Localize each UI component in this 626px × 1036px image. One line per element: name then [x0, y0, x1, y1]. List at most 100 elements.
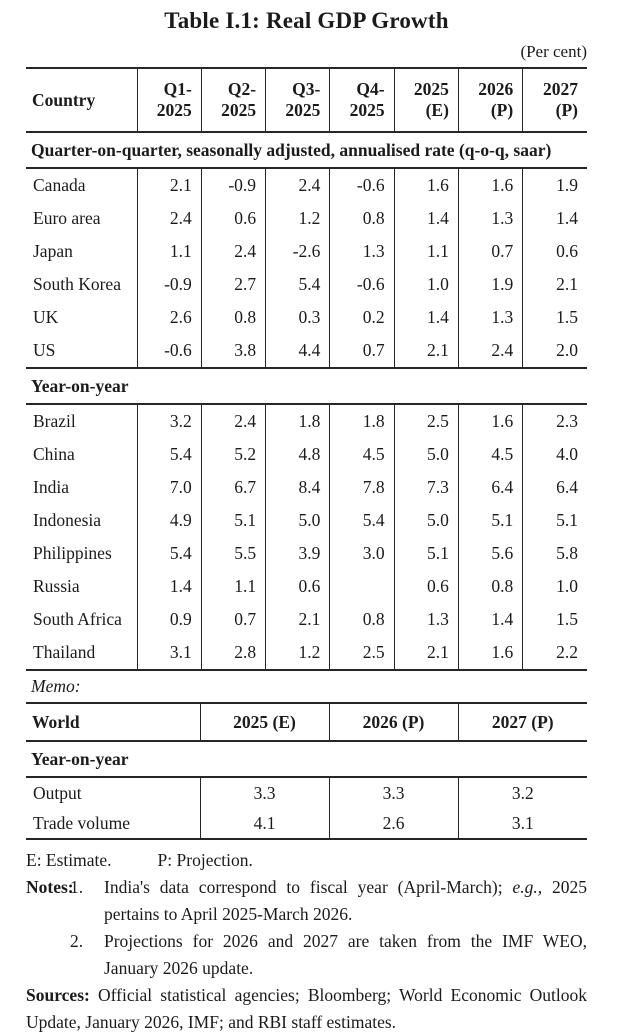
gdp-growth-table: Country Q1- 2025 Q2- 2025 Q3- 2025 Q4- 2… [26, 67, 587, 671]
value-cell: 2.4 [200, 235, 266, 268]
country-cell: South Korea [33, 274, 121, 294]
value-cell: 2.2 [522, 636, 587, 670]
value-cell: 5.4 [136, 537, 202, 570]
value-cell: 0.7 [329, 334, 395, 368]
value-cell: 3.0 [329, 537, 395, 570]
column-header-world-2025e: 2025 (E) [199, 703, 329, 742]
value-cell: 4.9 [136, 504, 202, 537]
value-cell: 5.0 [393, 438, 459, 471]
value-cell: 5.0 [265, 504, 330, 537]
value-cell: 2.4 [200, 404, 266, 438]
value-cell-empty [329, 570, 395, 603]
value-cell: 1.6 [457, 168, 523, 202]
value-cell: 5.8 [522, 537, 587, 570]
column-header-2026p: 2026 (P) [457, 68, 523, 133]
value-cell: 5.4 [265, 268, 330, 301]
value-cell: 3.2 [136, 404, 202, 438]
value-cell: 1.0 [393, 268, 459, 301]
value-cell: 5.0 [393, 504, 459, 537]
table-row-japan: Japan 1.1 2.4 -2.6 1.3 1.1 0.7 0.6 [26, 235, 587, 268]
value-cell: 1.6 [457, 404, 523, 438]
table-row-south-africa: South Africa 0.9 0.7 2.1 0.8 1.3 1.4 1.5 [26, 603, 587, 636]
section-title-qoq: Quarter-on-quarter, seasonally adjusted,… [26, 131, 587, 169]
value-cell: 0.6 [522, 235, 587, 268]
table-row-canada: Canada 2.1 -0.9 2.4 -0.6 1.6 1.6 1.9 [26, 168, 587, 202]
value-cell: 1.8 [329, 404, 395, 438]
value-cell: 2.8 [200, 636, 266, 670]
world-memo-table: World 2025 (E) 2026 (P) 2027 (P) Year-on… [26, 702, 587, 840]
country-cell: Euro area [33, 208, 101, 228]
note-text-part: 2025 pertains to April 2025-March 2026. [104, 877, 587, 924]
value-cell: 3.8 [200, 334, 266, 368]
country-cell: UK [33, 307, 59, 327]
value-cell: 2.1 [522, 268, 587, 301]
value-cell: 1.9 [457, 268, 523, 301]
note-item-1: 1. India's data correspond to fiscal yea… [70, 874, 587, 928]
note-item-2: 2. Projections for 2026 and 2027 are tak… [70, 928, 587, 982]
world-table-header: World 2025 (E) 2026 (P) 2027 (P) [26, 703, 587, 742]
country-cell: Canada [33, 175, 86, 195]
value-cell: 2.6 [136, 301, 202, 334]
value-cell: 7.8 [329, 471, 395, 504]
value-cell: 4.5 [329, 438, 395, 471]
value-cell: 0.2 [329, 301, 395, 334]
value-cell: 1.4 [393, 301, 459, 334]
value-cell: -0.6 [329, 268, 395, 301]
value-cell: 3.2 [457, 777, 587, 808]
notes-list: 1. India's data correspond to fiscal yea… [70, 874, 587, 982]
value-cell: 1.6 [457, 636, 523, 670]
country-cell: Russia [33, 576, 80, 596]
value-cell: 6.4 [457, 471, 523, 504]
value-cell: 3.3 [199, 777, 329, 808]
table-row-brazil: Brazil 3.2 2.4 1.8 1.8 2.5 1.6 2.3 [26, 404, 587, 438]
column-header-q4-2025: Q4- 2025 [329, 68, 395, 133]
note-text-italic: e.g., [512, 877, 543, 897]
section-header-world-yoy: Year-on-year [26, 741, 587, 778]
value-cell: 0.7 [457, 235, 523, 268]
value-cell: 2.6 [328, 808, 458, 839]
note-text: India's data correspond to fiscal year (… [104, 874, 587, 928]
value-cell: 2.3 [522, 404, 587, 438]
country-cell: Philippines [33, 543, 112, 563]
estimate-abbrev: E: Estimate. [26, 850, 112, 870]
value-cell: -0.6 [329, 168, 395, 202]
value-cell: -0.9 [200, 168, 266, 202]
value-cell: 5.1 [393, 537, 459, 570]
column-header-2027p: 2027 (P) [522, 68, 587, 133]
memo-label: Memo: [31, 676, 81, 696]
value-cell: 2.4 [136, 202, 202, 235]
table-row-russia: Russia 1.4 1.1 0.6 0.6 0.8 1.0 [26, 570, 587, 603]
value-cell: 1.5 [522, 603, 587, 636]
note-number: 1. [70, 877, 84, 897]
column-header-world-2026p: 2026 (P) [328, 703, 458, 742]
header-row: Country Q1- 2025 Q2- 2025 Q3- 2025 Q4- 2… [26, 68, 587, 133]
country-cell: US [33, 340, 56, 360]
value-cell: 4.1 [199, 808, 329, 839]
value-cell: 1.3 [329, 235, 395, 268]
value-cell: -2.6 [265, 235, 330, 268]
table-row-uk: UK 2.6 0.8 0.3 0.2 1.4 1.3 1.5 [26, 301, 587, 334]
value-cell: 3.3 [328, 777, 458, 808]
table-row-south-korea: South Korea -0.9 2.7 5.4 -0.6 1.0 1.9 2.… [26, 268, 587, 301]
table-row-euro-area: Euro area 2.4 0.6 1.2 0.8 1.4 1.3 1.4 [26, 202, 587, 235]
value-cell: 1.5 [522, 301, 587, 334]
value-cell: 1.2 [265, 202, 330, 235]
value-cell: 1.1 [200, 570, 266, 603]
value-cell: 1.3 [457, 202, 523, 235]
value-cell: 1.2 [265, 636, 330, 670]
table-header: Country Q1- 2025 Q2- 2025 Q3- 2025 Q4- 2… [26, 68, 587, 133]
column-header-q2-2025: Q2- 2025 [200, 68, 266, 133]
value-cell: 5.2 [200, 438, 266, 471]
value-cell: -0.9 [136, 268, 202, 301]
value-cell: 2.1 [136, 168, 202, 202]
value-cell: 2.5 [329, 636, 395, 670]
value-cell: 2.7 [200, 268, 266, 301]
value-cell: 7.3 [393, 471, 459, 504]
value-cell: 0.7 [200, 603, 266, 636]
value-cell: 0.8 [200, 301, 266, 334]
table-row-india: India 7.0 6.7 8.4 7.8 7.3 6.4 6.4 [26, 471, 587, 504]
value-cell: 3.9 [265, 537, 330, 570]
value-cell: -0.6 [136, 334, 202, 368]
value-cell: 6.4 [522, 471, 587, 504]
country-cell: South Africa [33, 609, 122, 629]
